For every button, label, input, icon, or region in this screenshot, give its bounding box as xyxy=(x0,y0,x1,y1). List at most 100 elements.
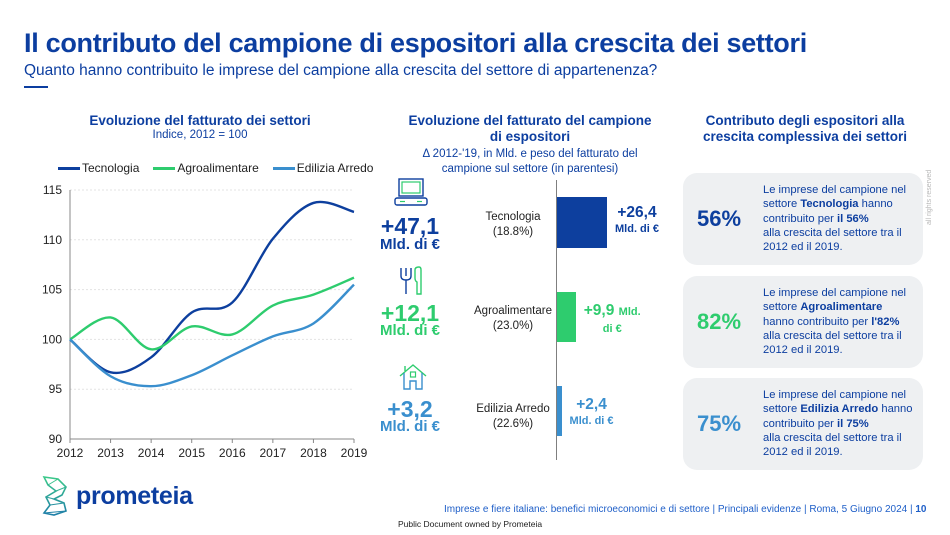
middle-title-line2: di espositori xyxy=(489,129,571,144)
legend-label: Agroalimentare xyxy=(177,161,259,175)
y-tick-label: 100 xyxy=(42,332,62,346)
bar-axis-line xyxy=(556,180,557,460)
middle-panel-title: Evoluzione del fatturato del campione di… xyxy=(395,113,665,145)
bar-label-tecnologia: +26,4 Mld. di € xyxy=(615,204,659,238)
x-tick-label: 2017 xyxy=(260,446,287,460)
sector-total-agroalimentare: +12,1 xyxy=(380,300,440,326)
logo-text: prometeia xyxy=(76,481,193,510)
left-panel-title: Evoluzione del fatturato dei settori xyxy=(89,113,311,128)
legend-swatch xyxy=(58,166,80,170)
legend-item-edilizia: Edilizia Arredo xyxy=(272,161,374,175)
contribution-text: Le imprese del campione nel settore Tecn… xyxy=(763,183,923,254)
sector-total-unit: Mld. di € xyxy=(380,418,440,435)
legend-item-tecnologia: Tecnologia xyxy=(58,161,139,175)
text-line: 2012 ed il 2019. xyxy=(763,344,843,357)
pct-highlight: il 56% xyxy=(837,212,869,225)
bar-unit: Mld. xyxy=(618,306,641,318)
sector-label-edilizia: Edilizia Arredo (22.6%) xyxy=(448,402,578,432)
footer-citation: Imprese e fiere italiane: benefici micro… xyxy=(444,504,927,515)
x-tick-label: 2016 xyxy=(219,446,246,460)
rights-watermark: all rights reserved xyxy=(926,169,933,225)
pct-highlight: l'82% xyxy=(871,315,900,328)
middle-title-line1: Evoluzione del fatturato del campione xyxy=(408,113,652,128)
legend-swatch xyxy=(153,166,176,170)
x-tick-label: 2019 xyxy=(341,446,368,460)
middle-panel-subtitle: Δ 2012-'19, in Mld. e peso del fatturato… xyxy=(395,147,665,177)
prometeia-logo-icon xyxy=(42,475,67,516)
legend-label: Tecnologia xyxy=(82,161,140,175)
legend-swatch xyxy=(272,166,295,170)
middle-subtitle-line2: campione sul settore (in parentesi) xyxy=(441,163,619,175)
bar-unit: Mld. di € xyxy=(569,415,614,427)
sector-name: Edilizia Arredo xyxy=(476,403,550,415)
y-tick-label: 110 xyxy=(43,233,62,247)
x-tick-label: 2012 xyxy=(57,446,84,460)
page-number: 10 xyxy=(915,504,927,515)
prometeia-logo: prometeia xyxy=(40,475,193,517)
y-tick-label: 90 xyxy=(49,432,63,446)
contribution-text: Le imprese del campione nel settore Agro… xyxy=(763,286,923,357)
pct-highlight: il 75% xyxy=(837,417,869,430)
title-underline xyxy=(24,86,48,88)
y-tick-label: 95 xyxy=(49,382,63,396)
sector-highlight: Agroalimentare xyxy=(800,301,883,314)
text-span: contribuito per xyxy=(763,212,838,225)
text-line: alla crescita del settore tra il xyxy=(763,226,902,239)
page-subtitle: Quanto hanno contribuito le imprese del … xyxy=(24,62,658,79)
bar-value: +2,4 xyxy=(576,396,607,413)
right-panel-title: Contributo degli espositori alla crescit… xyxy=(685,113,925,145)
right-title-line2: crescita complessiva dei settori xyxy=(702,129,908,144)
bar-edilizia xyxy=(557,386,562,436)
sector-highlight: Edilizia Arredo xyxy=(800,403,879,416)
text-line: Le imprese del campione nel xyxy=(763,184,907,196)
middle-subtitle-line1: Δ 2012-'19, in Mld. e peso del fatturato… xyxy=(422,148,638,160)
text-span: hanno xyxy=(878,403,913,416)
text-span: contribuito per xyxy=(763,417,838,430)
bar-value: +26,4 xyxy=(617,204,657,221)
sector-share: (22.6%) xyxy=(492,418,534,430)
sector-share: (23.0%) xyxy=(492,320,534,332)
contribution-percentage: 82% xyxy=(697,309,742,334)
sector-share: (18.8%) xyxy=(492,226,534,238)
bar-tecnologia xyxy=(557,197,607,248)
bar-unit: Mld. di € xyxy=(615,223,659,235)
x-tick-label: 2014 xyxy=(138,446,165,460)
chart-legend: Tecnologia Agroalimentare Edilizia Arred… xyxy=(58,161,373,175)
text-line: Le imprese del campione nel xyxy=(763,287,907,299)
sector-total-unit: Mld. di € xyxy=(380,322,440,339)
sector-total-tecnologia: +47,1 xyxy=(380,213,440,239)
y-tick-label: 115 xyxy=(43,183,62,197)
footer-text: Imprese e fiere italiane: benefici micro… xyxy=(444,504,916,515)
text-span: hanno contribuito per xyxy=(763,315,872,328)
text-line: alla crescita del settore tra il xyxy=(763,431,902,444)
bar-value: +9,9 xyxy=(583,302,615,319)
x-tick-label: 2015 xyxy=(178,446,205,460)
sector-name: Agroalimentare xyxy=(474,305,552,317)
fork-knife-icon xyxy=(400,266,422,295)
x-tick-label: 2013 xyxy=(97,446,124,460)
left-panel-subtitle: Indice, 2012 = 100 xyxy=(152,129,248,141)
contribution-text: Le imprese del campione nel settore Edil… xyxy=(763,388,923,459)
sector-total-edilizia: +3,2 xyxy=(387,396,433,422)
text-line: Le imprese del campione nel xyxy=(763,389,907,401)
y-tick-label: 105 xyxy=(42,283,62,297)
public-document-note: Public Document owned by Prometeia xyxy=(398,519,543,529)
right-title-line1: Contributo degli espositori alla xyxy=(705,113,905,128)
bar-agroalimentare xyxy=(557,292,576,342)
contribution-card-edilizia: 75% Le imprese del campione nel settore … xyxy=(683,378,923,470)
contribution-card-tecnologia: 56% Le imprese del campione nel settore … xyxy=(683,173,923,265)
page-title: Il contributo del campione di espositori… xyxy=(24,28,807,58)
text-span: hanno xyxy=(858,198,893,211)
series-line-tecnologia xyxy=(69,200,355,375)
legend-item-agroalimentare: Agroalimentare xyxy=(153,161,259,175)
series-line-agroalimentare xyxy=(69,276,355,351)
text-line: 2012 ed il 2019. xyxy=(763,241,843,254)
text-span: settore xyxy=(763,301,801,314)
sector-total-unit: Mld. di € xyxy=(380,236,440,253)
bar-label-agroalimentare: +9,9 Mld. di € xyxy=(584,302,641,338)
text-span: settore xyxy=(763,198,801,211)
legend-label: Edilizia Arredo xyxy=(296,161,374,175)
line-chart: 90 95 100 105 110 115 2012 2013 2014 2015 2016 2017… xyxy=(42,183,368,460)
text-span: settore xyxy=(763,403,801,416)
contribution-card-agroalimentare: 82% Le imprese del campione nel settore … xyxy=(683,276,923,368)
